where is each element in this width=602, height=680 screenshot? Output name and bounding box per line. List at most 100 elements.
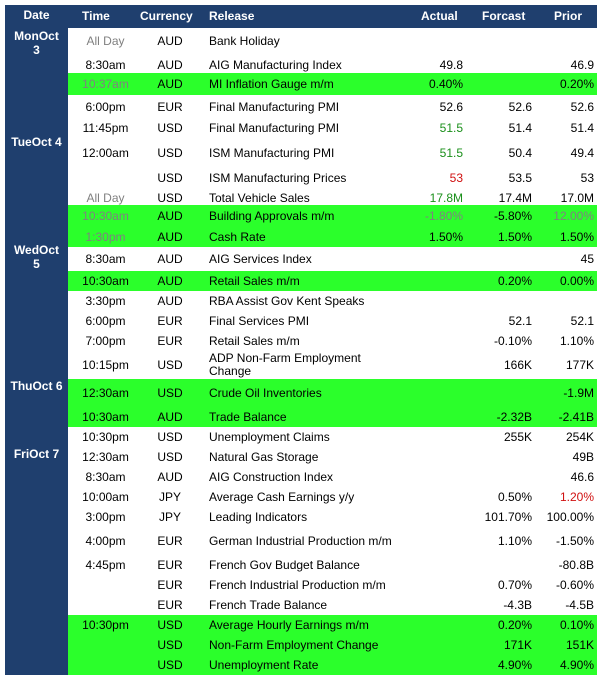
- release-cell: German Industrial Production m/m: [209, 534, 392, 548]
- prior-cell: 151K: [565, 638, 594, 652]
- release-cell: French Trade Balance: [209, 598, 328, 612]
- time-cell: 3:00pm: [85, 510, 126, 524]
- release-cell: Unemployment Claims: [209, 430, 330, 444]
- forecast-cell: 0.20%: [497, 274, 532, 288]
- release-cell: Crude Oil Inventories: [209, 386, 322, 400]
- time-cell: 11:45pm: [82, 121, 129, 135]
- time-cell: 10:30pm: [82, 430, 129, 444]
- actual-cell: 53: [449, 171, 463, 185]
- release-cell: MI Inflation Gauge m/m: [209, 77, 334, 91]
- currency-cell: JPY: [158, 510, 181, 524]
- table-row: All Day USD Total Vehicle Sales 17.8M 17.4M 1…: [68, 187, 597, 209]
- release-cell: AIG Services Index: [209, 252, 312, 266]
- table-row: 10:15pm USD ADP Non-Farm Employment Change…: [68, 351, 597, 379]
- date-column: Date MonOct 3 TueOct 4 WedOct 5 ThuOct 6 F…: [5, 5, 68, 675]
- release-cell: Leading Indicators: [209, 510, 308, 524]
- forecast-cell: -2.32B: [496, 410, 532, 424]
- currency-cell: USD: [157, 658, 183, 672]
- actual-cell: 51.5: [439, 146, 463, 160]
- time-cell: All Day: [86, 34, 125, 48]
- actual-cell: 0.40%: [428, 77, 463, 91]
- time-cell: 10:00am: [82, 490, 129, 504]
- currency-cell: USD: [157, 638, 183, 652]
- forecast-cell: 4.90%: [497, 658, 532, 672]
- table-row: 10:30am AUD Trade Balance -2.32B -2.41B: [68, 407, 597, 427]
- forecast-cell: 255K: [503, 430, 532, 444]
- currency-cell: JPY: [158, 490, 181, 504]
- forecast-cell: 1.10%: [497, 534, 532, 548]
- prior-cell: 53: [580, 171, 594, 185]
- prior-cell: 1.10%: [559, 334, 594, 348]
- time-cell: 1:30pm: [85, 230, 126, 244]
- release-cell: Non-Farm Employment Change: [209, 638, 379, 652]
- prior-cell: 0.10%: [559, 618, 594, 632]
- day-label-fri: FriOct 7: [13, 447, 60, 461]
- currency-cell: EUR: [157, 334, 183, 348]
- release-cell: Trade Balance: [209, 410, 287, 424]
- table-row: 8:30am AUD AIG Construction Index 46.6: [68, 467, 597, 487]
- currency-cell: USD: [157, 358, 183, 372]
- forecast-cell: 51.4: [508, 121, 532, 135]
- prior-cell: 254K: [565, 430, 594, 444]
- table-row: 10:30pm USD Average Hourly Earnings m/m 0.2…: [68, 615, 597, 635]
- day-label-wed: WedOct 5: [13, 243, 60, 271]
- time-cell: 12:00am: [82, 146, 129, 160]
- release-cell: AIG Manufacturing Index: [209, 58, 342, 72]
- forecast-cell: 53.5: [508, 171, 532, 185]
- release-header: Release: [209, 9, 255, 23]
- forecast-cell: 101.70%: [484, 510, 532, 524]
- prior-cell: -2.41B: [558, 410, 594, 424]
- time-cell: 7:00pm: [85, 334, 126, 348]
- release-cell: Retail Sales m/m: [209, 334, 300, 348]
- table-row: 10:37am AUD MI Inflation Gauge m/m 0.40% 0.2…: [68, 73, 597, 95]
- release-cell: Final Services PMI: [209, 314, 310, 328]
- prior-cell: 4.90%: [559, 658, 594, 672]
- time-header: Time: [82, 9, 110, 23]
- table-row: 10:30am AUD Retail Sales m/m 0.20% 0.00%: [68, 271, 597, 291]
- currency-cell: USD: [157, 191, 183, 205]
- time-cell: 10:30am: [82, 209, 129, 223]
- table-row: 12:30am USD Crude Oil Inventories -1.9M: [68, 379, 597, 407]
- forecast-cell: 171K: [503, 638, 532, 652]
- release-cell: ISM Manufacturing Prices: [209, 171, 347, 185]
- time-cell: 3:30pm: [85, 294, 126, 308]
- currency-cell: EUR: [157, 100, 183, 114]
- actual-cell: 52.6: [439, 100, 463, 114]
- time-cell: 12:30am: [82, 450, 129, 464]
- release-cell: Total Vehicle Sales: [209, 191, 310, 205]
- currency-cell: USD: [157, 618, 183, 632]
- currency-cell: AUD: [157, 230, 183, 244]
- prior-cell: -0.60%: [555, 578, 594, 592]
- currency-cell: USD: [157, 146, 183, 160]
- table-row: EUR French Industrial Production m/m 0.70%…: [68, 575, 597, 595]
- release-cell: Building Approvals m/m: [209, 209, 335, 223]
- currency-cell: USD: [157, 171, 183, 185]
- table-row: USD Non-Farm Employment Change 171K 151K: [68, 635, 597, 655]
- table-row: 12:30am USD Natural Gas Storage 49B: [68, 447, 597, 467]
- table-row: USD Unemployment Rate 4.90% 4.90%: [68, 655, 597, 675]
- prior-cell: -1.50%: [555, 534, 594, 548]
- table-row: USD ISM Manufacturing Prices 53 53.5 53: [68, 167, 597, 189]
- table-row: 12:00am USD ISM Manufacturing PMI 51.5 50.4 4…: [68, 139, 597, 167]
- prior-cell: 45: [580, 252, 594, 266]
- table-row: EUR French Trade Balance -4.3B -4.5B: [68, 595, 597, 615]
- prior-cell: 12.00%: [553, 209, 594, 223]
- table-row: 10:30pm USD Unemployment Claims 255K 254K: [68, 427, 597, 447]
- forecast-cell: 52.6: [508, 100, 532, 114]
- table-row: All Day AUD Bank Holiday: [68, 29, 597, 53]
- forecast-cell: -0.10%: [493, 334, 532, 348]
- currency-cell: AUD: [157, 470, 183, 484]
- forecast-cell: 0.20%: [497, 618, 532, 632]
- release-cell: Unemployment Rate: [209, 658, 319, 672]
- currency-header: Currency: [140, 9, 193, 23]
- forecast-cell: 50.4: [508, 146, 532, 160]
- day-label-tue: TueOct 4: [11, 135, 62, 149]
- time-cell: 6:00pm: [85, 100, 126, 114]
- release-cell: Natural Gas Storage: [209, 450, 319, 464]
- time-cell: 6:00pm: [85, 314, 126, 328]
- currency-cell: USD: [157, 121, 183, 135]
- table-row: 4:00pm EUR German Industrial Production m/…: [68, 527, 597, 555]
- prior-cell: 17.0M: [560, 191, 594, 205]
- forecast-cell: 52.1: [508, 314, 532, 328]
- time-cell: 10:15pm: [82, 358, 129, 372]
